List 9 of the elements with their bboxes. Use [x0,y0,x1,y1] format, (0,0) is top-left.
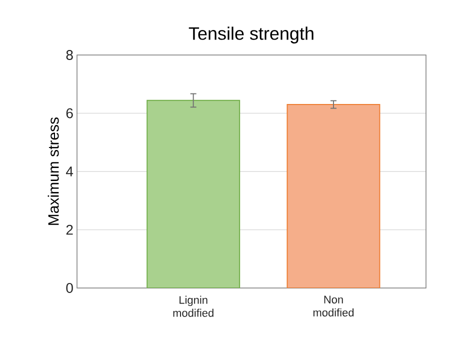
y-tick-label: 6 [66,108,73,118]
y-tick-label: 4 [66,166,74,176]
y-tick-label: 8 [66,50,73,60]
x-tick-label: Non modified [313,296,354,316]
y-tick-label: 0 [66,283,73,293]
chart-title: Tensile strength [188,26,314,44]
y-axis-title: Maximum stress [48,117,59,225]
x-tick-label: Lignin modified [173,296,214,317]
y-tick-label: 2 [66,224,73,235]
